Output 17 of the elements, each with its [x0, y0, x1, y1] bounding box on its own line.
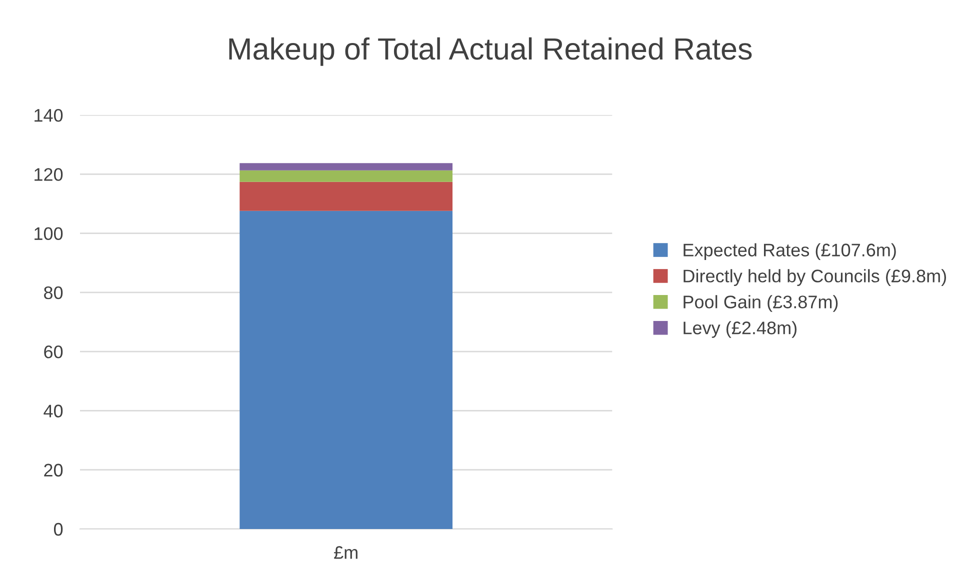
- chart-title: Makeup of Total Actual Retained Rates: [229, 37, 752, 66]
- y-tick-label: 20: [44, 464, 63, 477]
- legend-label: Expected Rates (£107.6m): [684, 243, 896, 260]
- y-tick-label: 60: [44, 346, 63, 358]
- legend-label: Directly held by Councils (£9.8m): [684, 269, 946, 286]
- y-tick-label: 100: [34, 227, 63, 240]
- y-tick-label: 40: [44, 404, 63, 418]
- bar: [240, 182, 453, 211]
- bar: [240, 170, 453, 182]
- y-tick-label: 140: [34, 108, 63, 122]
- y-tick-label: 80: [44, 286, 63, 300]
- bar: [240, 163, 453, 170]
- x-tick-label: £m: [334, 546, 358, 559]
- y-tick-label: 0: [54, 522, 63, 536]
- y-tick-label: 120: [34, 168, 63, 181]
- legend-label: Levy (£2.48m): [684, 321, 796, 338]
- legend-label: Pool Gain (£3.87m): [684, 295, 838, 312]
